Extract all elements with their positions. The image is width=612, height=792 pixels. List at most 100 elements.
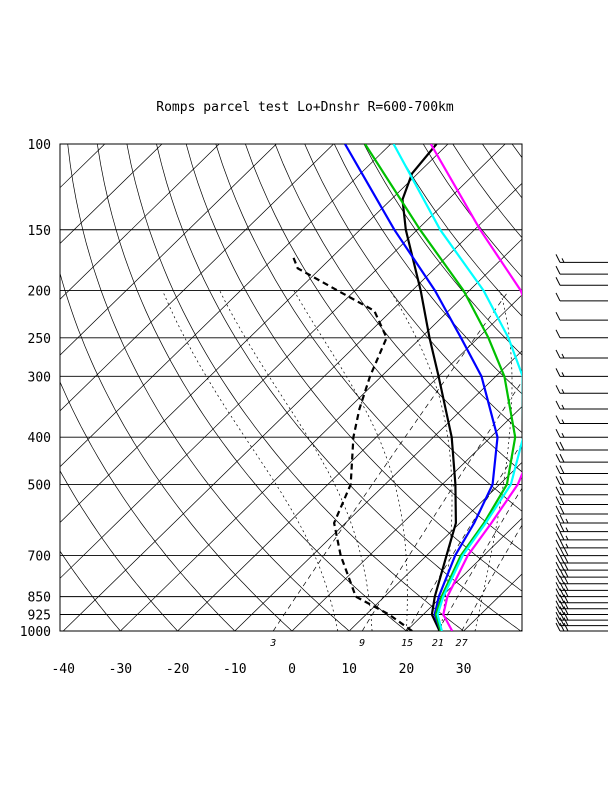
wind-barb [555,547,608,557]
isotherm [406,517,522,631]
profile-line-1 [401,144,457,631]
wind-barb-flag [555,554,561,564]
pressure-tick-label: 300 [28,370,51,385]
dry-adiabat [482,144,522,199]
isotherm [60,144,392,468]
wind-barb-half-flag [561,432,565,438]
wind-barb-half-flag [565,518,569,524]
mixing-ratio-line [272,290,510,631]
wind-barb-flag [559,476,565,485]
wind-barb-flag [555,575,561,585]
pressure-tick-label: 100 [28,138,51,153]
profile-lines [291,144,522,631]
wind-barb-flag [559,523,565,532]
moist-adiabat [474,290,513,631]
temperature-tick-label: 10 [341,662,357,677]
wind-barb [555,505,608,515]
wind-barb [555,514,608,524]
profile-line-5 [392,144,522,631]
wind-barb-flag [555,606,561,615]
wind-barb-flag [559,531,565,541]
isotherm [348,461,522,631]
isotherm [60,144,277,356]
wind-barb-flag [563,547,569,556]
wind-barb-flag [559,547,565,556]
wind-barb-flag [555,415,561,424]
pressure-tick-label: 925 [28,609,51,624]
moist-adiabat [162,290,339,631]
wind-barb-flag [555,277,561,286]
wind-barb [555,531,608,541]
wind-barb-flag [559,617,565,626]
dry-adiabat [422,144,522,278]
wind-barb-flag [559,453,565,463]
wind-barb-flag [555,311,561,321]
pressure-tick-label: 400 [28,431,51,446]
isotherm [177,294,522,631]
wind-barb-flag [555,368,561,377]
wind-barb-flag [563,561,569,571]
wind-barb [555,617,608,627]
pressure-tick-label: 200 [28,285,51,300]
wind-barb [555,600,608,610]
wind-barb [555,441,608,451]
wind-barb-flag [555,428,561,438]
wind-barb-flag [555,505,561,515]
isotherm [60,144,506,579]
isotherm [291,406,522,631]
profile-line-2 [291,255,413,631]
wind-barb-half-flag [561,258,565,263]
wind-barb-flag [555,385,561,394]
wind-barb [555,611,608,621]
dry-adiabat [511,144,522,159]
wind-barb [555,496,608,506]
wind-barb-flag [555,465,561,474]
mixing-ratio-label: 3 [269,638,276,649]
mixing-ratio-line [461,524,522,631]
wind-barb-flag [563,606,569,615]
isotherm [60,144,106,189]
wind-barb [555,415,608,425]
wind-barb-flag [559,505,565,515]
wind-barb-flag [559,465,565,474]
wind-barb-flag [555,588,561,597]
wind-barb-flag [555,594,561,603]
isotherm [60,144,334,412]
wind-barb-flag [559,561,565,571]
wind-barb-flag [555,496,561,505]
wind-barb-half-flag [565,527,569,532]
mixing-ratio-label: 9 [359,638,365,649]
dry-adiabat [215,144,522,552]
wind-barbs [555,254,608,632]
wind-barb-flag [555,600,561,609]
temperature-tick-label: -40 [51,662,74,677]
wind-barb-flag [559,554,565,564]
wind-barb-flag [563,594,569,603]
moist-adiabat [219,290,373,631]
mixing-ratio-label: 27 [456,638,468,649]
wind-barb-flag [555,582,561,591]
isotherm [463,573,522,631]
wind-barb [555,277,608,286]
wind-barb [555,622,608,632]
temperature-tick-label: 20 [399,662,415,677]
isotherm [62,182,522,631]
wind-barb-flag [555,523,561,532]
pressure-tick-label: 1000 [20,625,51,640]
temperature-tick-label: 30 [456,662,472,677]
mixing-ratio-line [406,442,522,631]
isotherm [60,144,449,524]
wind-barb [555,311,608,321]
moist-adiabat [293,290,408,631]
isotherm [520,629,522,631]
wind-barb-flag [555,617,561,626]
wind-barb [555,476,608,485]
wind-barb [555,400,608,410]
wind-barb [555,349,608,359]
chart-title: Romps parcel test Lo+Dnshr R=600-700km [156,100,454,115]
wind-barb-flag [563,611,569,621]
isobar-grid [60,143,522,632]
wind-barb-flag [555,441,561,451]
wind-barb [555,368,608,377]
